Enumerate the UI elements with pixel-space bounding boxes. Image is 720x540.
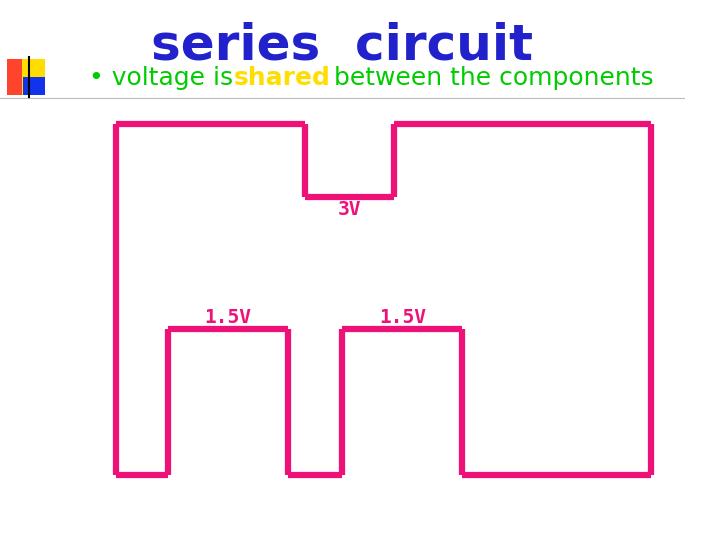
Text: 3V: 3V: [338, 200, 361, 219]
Text: 1.5V: 1.5V: [379, 308, 426, 327]
Bar: [22, 77, 45, 94]
Text: 1.5V: 1.5V: [204, 308, 251, 327]
Bar: [7, 59, 22, 94]
Text: shared: shared: [234, 66, 330, 90]
Text: • voltage is: • voltage is: [89, 66, 241, 90]
Text: between the components: between the components: [326, 66, 654, 90]
Text: series  circuit: series circuit: [151, 22, 534, 70]
Bar: [7, 59, 45, 94]
